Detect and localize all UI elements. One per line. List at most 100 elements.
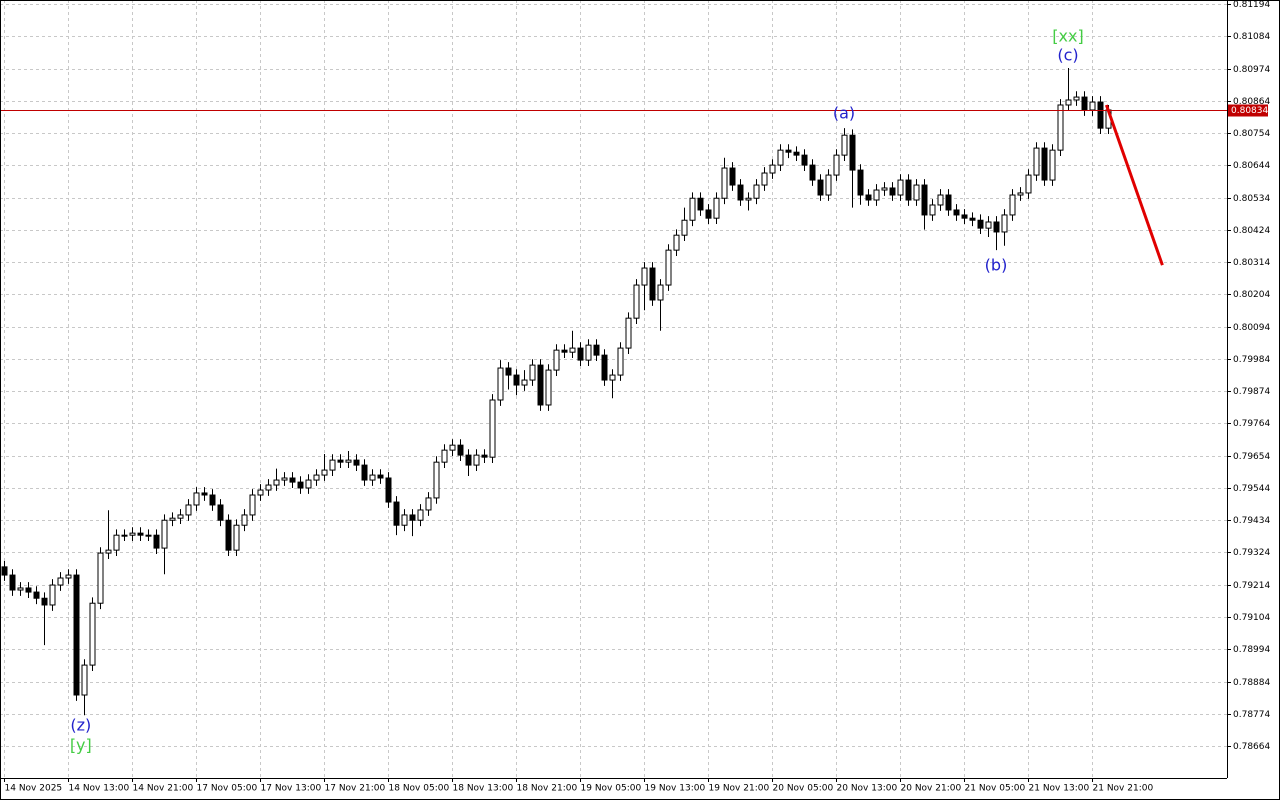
candle-body (505, 367, 512, 376)
candle-body (1017, 192, 1024, 196)
y-tick-label: 0.80974 (1233, 65, 1270, 75)
candle-body (137, 532, 144, 536)
x-tick-label: 20 Nov 21:00 (901, 784, 962, 794)
wave-label: [y] (70, 736, 92, 755)
x-tick-label: 18 Nov 05:00 (389, 784, 450, 794)
candle-body (33, 591, 40, 599)
candle-body (985, 221, 992, 229)
candle-body (465, 454, 472, 466)
candle-body (25, 587, 32, 593)
candle-body (737, 184, 744, 201)
candle-body (1089, 101, 1096, 111)
y-tick-label: 0.79434 (1233, 516, 1270, 526)
candle-body (801, 154, 808, 166)
grid (0, 0, 1227, 778)
candle-body (529, 364, 536, 381)
y-tick-label: 0.78664 (1233, 742, 1270, 752)
candle-body (553, 349, 560, 371)
candle-body (921, 184, 928, 216)
y-tick-label: 0.79984 (1233, 355, 1270, 365)
candle-body (617, 347, 624, 376)
candle-body (17, 587, 24, 591)
wave-label: (z) (70, 716, 91, 735)
y-tick-label: 0.79214 (1233, 581, 1270, 591)
wave-label: (c) (1057, 46, 1078, 65)
candle-body (129, 532, 136, 536)
candle-body (697, 197, 704, 211)
y-tick-label: 0.79544 (1233, 484, 1270, 494)
candle-body (713, 197, 720, 219)
candle-body (265, 484, 272, 491)
y-tick-label: 0.80204 (1233, 290, 1270, 300)
candle-body (433, 461, 440, 499)
candle-body (241, 514, 248, 526)
candle-body (825, 174, 832, 196)
y-tick-label: 0.80094 (1233, 323, 1270, 333)
candle-body (649, 267, 656, 301)
candle-body (473, 454, 480, 466)
x-tick-label: 20 Nov 05:00 (773, 784, 834, 794)
candle-body (833, 154, 840, 176)
candle-body (273, 479, 280, 486)
candle-body (929, 204, 936, 216)
y-tick-label: 0.80314 (1233, 258, 1270, 268)
wave-label: (b) (985, 256, 1008, 275)
candle-body (641, 267, 648, 286)
candle-body (961, 214, 968, 219)
candle-body (761, 172, 768, 186)
candle-body (329, 459, 336, 471)
candle-body (841, 134, 848, 156)
candle-body (337, 459, 344, 463)
candle-body (937, 194, 944, 206)
y-tick-label: 0.79104 (1233, 613, 1270, 623)
x-tick-label: 17 Nov 05:00 (197, 784, 258, 794)
y-tick-label: 0.78884 (1233, 678, 1270, 688)
candle-body (545, 369, 552, 406)
candle-body (481, 454, 488, 458)
current-price-box (1228, 104, 1268, 117)
candle-body (49, 584, 56, 606)
x-tick-label: 18 Nov 21:00 (517, 784, 578, 794)
candle-body (225, 519, 232, 551)
candle-body (953, 209, 960, 216)
candle-body (281, 477, 288, 481)
wave-label: [xx] (1052, 27, 1083, 46)
candle-body (409, 514, 416, 521)
candle-body (489, 399, 496, 458)
candle-body (209, 494, 216, 506)
y-tick-label: 0.81194 (1233, 0, 1270, 10)
candle-body (313, 474, 320, 481)
candle-body (561, 349, 568, 353)
x-tick-label: 20 Nov 13:00 (837, 784, 898, 794)
candle-body (745, 197, 752, 201)
candle-body (785, 149, 792, 153)
x-tick-label: 14 Nov 13:00 (69, 784, 130, 794)
x-tick-label: 21 Nov 21:00 (1093, 784, 1154, 794)
candle-body (425, 497, 432, 511)
current-price-label: 0.80834 (1231, 106, 1268, 116)
candle-body (161, 519, 168, 549)
x-tick-label: 19 Nov 13:00 (645, 784, 706, 794)
candle-body (361, 464, 368, 481)
overlays: (z)[y] (a) (b) (c)[xx] (0, 27, 1227, 755)
candle-body (809, 164, 816, 181)
candle-body (657, 284, 664, 301)
candle-body (537, 364, 544, 406)
y-tick-label: 0.80534 (1233, 194, 1270, 204)
candle-body (585, 344, 592, 361)
x-tick-label: 17 Nov 13:00 (261, 784, 322, 794)
candle-body (521, 379, 528, 386)
candle-body (185, 504, 192, 516)
candles (1, 68, 1112, 716)
candle-body (665, 249, 672, 286)
candle-body (689, 197, 696, 221)
candle-body (681, 219, 688, 236)
candle-body (81, 664, 88, 696)
candle-body (153, 534, 160, 549)
candle-body (169, 517, 176, 521)
candle-body (593, 344, 600, 356)
candle-body (257, 489, 264, 496)
candle-body (97, 552, 104, 604)
